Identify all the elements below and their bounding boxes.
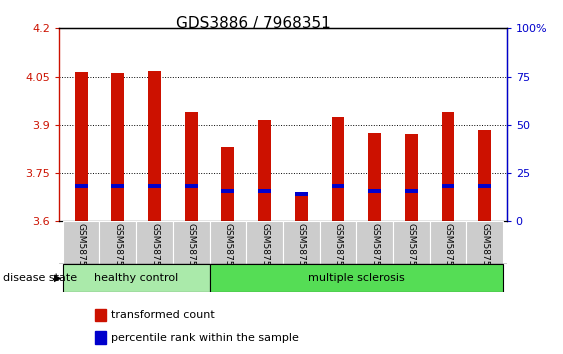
Bar	[393, 221, 430, 264]
Text: GSM587546: GSM587546	[260, 223, 269, 278]
Text: healthy control: healthy control	[94, 273, 178, 283]
Bar	[185, 184, 198, 188]
Bar	[148, 71, 161, 221]
Text: GSM587547: GSM587547	[297, 223, 306, 278]
Bar	[63, 264, 209, 292]
Bar	[75, 72, 88, 221]
Text: GSM587552: GSM587552	[480, 223, 489, 278]
Bar	[405, 135, 418, 221]
Bar	[405, 189, 418, 193]
Text: GSM587542: GSM587542	[113, 223, 122, 278]
Bar	[221, 147, 234, 221]
Text: transformed count: transformed count	[110, 310, 215, 320]
Text: GSM587544: GSM587544	[187, 223, 196, 278]
Bar	[221, 189, 234, 193]
Bar	[185, 112, 198, 221]
Bar	[441, 184, 454, 188]
Bar	[430, 221, 466, 264]
Bar	[209, 264, 503, 292]
Bar	[111, 184, 124, 188]
Bar	[332, 184, 345, 188]
Bar	[95, 331, 106, 344]
Bar	[75, 184, 88, 188]
Text: GSM587549: GSM587549	[370, 223, 379, 278]
Text: GSM587543: GSM587543	[150, 223, 159, 278]
Bar	[258, 189, 271, 193]
Text: GSM587545: GSM587545	[224, 223, 233, 278]
Bar	[209, 221, 246, 264]
Bar	[136, 221, 173, 264]
Bar	[295, 195, 307, 221]
Bar	[466, 221, 503, 264]
Bar	[332, 117, 345, 221]
Text: GSM587541: GSM587541	[77, 223, 86, 278]
Bar	[148, 184, 161, 188]
Text: disease state: disease state	[3, 273, 77, 283]
Text: multiple sclerosis: multiple sclerosis	[308, 273, 405, 283]
Bar	[356, 221, 393, 264]
Bar	[478, 184, 491, 188]
Bar	[295, 192, 307, 196]
Bar	[63, 221, 100, 264]
Text: GSM587551: GSM587551	[444, 223, 453, 278]
Bar	[111, 73, 124, 221]
Text: GSM587550: GSM587550	[407, 223, 416, 278]
Text: percentile rank within the sample: percentile rank within the sample	[110, 332, 298, 343]
Bar	[173, 221, 209, 264]
Text: GSM587548: GSM587548	[333, 223, 342, 278]
Bar	[478, 130, 491, 221]
Bar	[368, 133, 381, 221]
Bar	[246, 221, 283, 264]
Text: GDS3886 / 7968351: GDS3886 / 7968351	[176, 16, 330, 31]
Bar	[368, 189, 381, 193]
Text: ▶: ▶	[54, 273, 61, 283]
Bar	[441, 112, 454, 221]
Bar	[258, 120, 271, 221]
Bar	[100, 221, 136, 264]
Bar	[320, 221, 356, 264]
Bar	[283, 221, 320, 264]
Bar	[95, 309, 106, 321]
